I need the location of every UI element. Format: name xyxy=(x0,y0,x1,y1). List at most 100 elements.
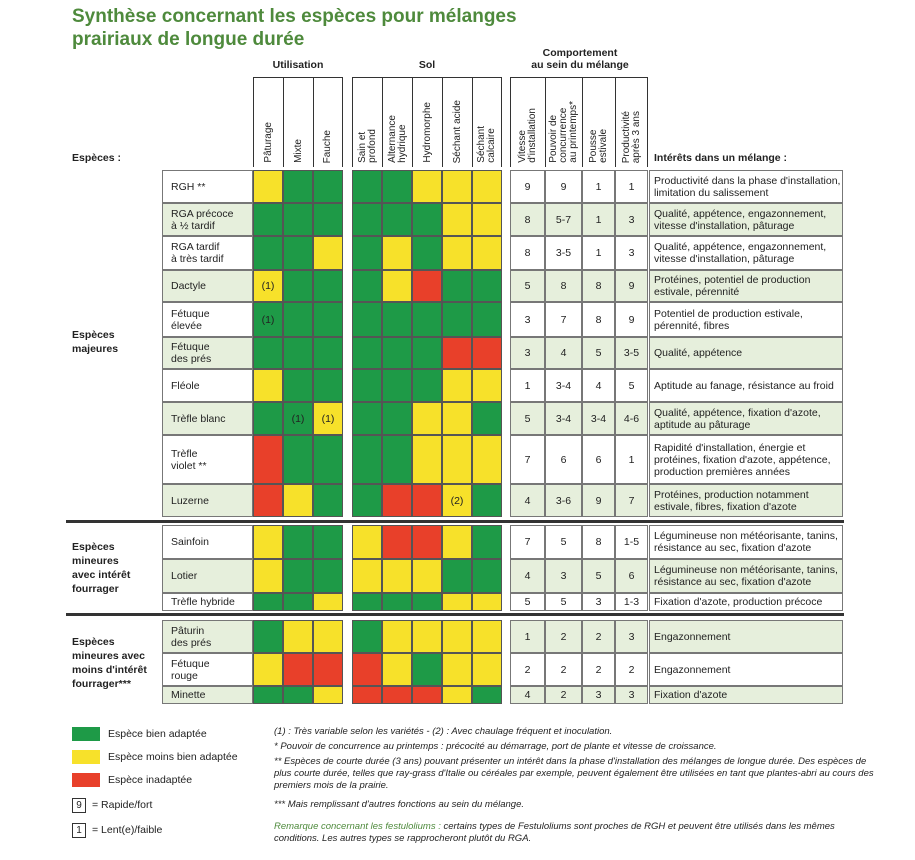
sol-cell xyxy=(352,593,382,611)
species-name: Minette xyxy=(162,686,253,704)
species-name: Fétuque des prés xyxy=(162,337,253,369)
note-1: (1) : Très variable selon les variétés -… xyxy=(274,726,613,737)
sol-cell xyxy=(412,435,442,484)
sol-cell xyxy=(412,559,442,593)
util-header-label: Pâturage xyxy=(262,122,274,163)
sol-cell xyxy=(352,369,382,402)
remark-text: certains types de Festuloliums sont proc… xyxy=(274,821,835,844)
util-cell xyxy=(253,203,283,236)
sol-cell xyxy=(442,337,472,369)
sol-header-label: Séchant acide xyxy=(451,99,463,163)
sol-cell xyxy=(412,620,442,653)
species-name: Dactyle xyxy=(162,270,253,302)
interet-text: Potentiel de production estivale, pérenn… xyxy=(649,302,843,337)
comp-value: 6 xyxy=(545,435,582,484)
remark-lead: Remarque concernant les festuloliums : xyxy=(274,821,441,832)
util-cell xyxy=(313,559,343,593)
sol-cell xyxy=(472,203,502,236)
interet-text: Qualité, appétence, engazonnement, vites… xyxy=(649,203,843,236)
sol-cell xyxy=(472,435,502,484)
util-cell xyxy=(313,620,343,653)
interet-text: Fixation d'azote xyxy=(649,686,843,704)
util-cell xyxy=(283,270,313,302)
comp-value: 5-7 xyxy=(545,203,582,236)
sol-cell xyxy=(382,270,412,302)
comp-value: 8 xyxy=(582,270,615,302)
sol-cell xyxy=(412,653,442,686)
sol-cell xyxy=(442,302,472,337)
comp-value: 9 xyxy=(545,170,582,203)
util-cell xyxy=(283,559,313,593)
sol-cell xyxy=(442,369,472,402)
util-header-2: Fauche xyxy=(313,77,343,167)
util-cell xyxy=(253,653,283,686)
comp-value: 2 xyxy=(545,620,582,653)
sol-cell xyxy=(382,236,412,270)
sol-cell xyxy=(472,337,502,369)
util-cell xyxy=(253,402,283,435)
sol-cell xyxy=(352,302,382,337)
comp-value: 3 xyxy=(615,203,648,236)
sol-header-1: Alternance hydrique xyxy=(382,77,412,167)
sol-cell xyxy=(382,484,412,517)
comp-header-label: Pouvoir de concurrence au printemps* xyxy=(548,101,579,163)
comp-header-label: Pousse estivale xyxy=(588,129,609,163)
legend-slow-box: 1 xyxy=(72,823,86,838)
util-cell xyxy=(283,525,313,559)
comp-value: 9 xyxy=(582,484,615,517)
util-header-1: Mixte xyxy=(283,77,313,167)
note-2: * Pouvoir de concurrence au printemps : … xyxy=(274,741,717,752)
sol-cell xyxy=(412,525,442,559)
species-name: RGH ** xyxy=(162,170,253,203)
sol-header-0: Sain et profond xyxy=(352,77,382,167)
comp-value: 1-3 xyxy=(615,593,648,611)
comp-value: 4-6 xyxy=(615,402,648,435)
interet-text: Légumineuse non météorisante, tanins, ré… xyxy=(649,525,843,559)
comp-value: 4 xyxy=(510,484,545,517)
legend-yellow-swatch xyxy=(72,750,100,764)
util-cell xyxy=(283,302,313,337)
sol-cell xyxy=(472,686,502,704)
species-name: Fléole xyxy=(162,369,253,402)
sol-header-label: Séchant calcaire xyxy=(476,126,497,163)
util-header-label: Mixte xyxy=(292,139,304,163)
interet-text: Engazonnement xyxy=(649,653,843,686)
legend-red-label: Espèce inadaptée xyxy=(108,774,193,786)
note-remark: Remarque concernant les festuloliums : c… xyxy=(274,821,874,845)
util-cell xyxy=(313,203,343,236)
comp-value: 3-6 xyxy=(545,484,582,517)
interet-text: Productivité dans la phase d'installatio… xyxy=(649,170,843,203)
sol-cell xyxy=(382,369,412,402)
sol-cell xyxy=(382,203,412,236)
util-cell xyxy=(283,170,313,203)
interet-text: Rapidité d'installation, énergie et prot… xyxy=(649,435,843,484)
sol-cell xyxy=(382,337,412,369)
group-sol: Sol xyxy=(418,59,436,71)
interet-text: Protéines, potentiel de production estiv… xyxy=(649,270,843,302)
sol-header-label: Sain et profond xyxy=(356,129,378,163)
sol-cell xyxy=(352,653,382,686)
util-cell xyxy=(313,653,343,686)
sol-cell xyxy=(352,270,382,302)
sol-header-label: Alternance hydrique xyxy=(386,115,408,163)
sol-cell xyxy=(352,236,382,270)
comp-value: 3 xyxy=(545,559,582,593)
comp-value: 1 xyxy=(510,369,545,402)
legend-fast-label: = Rapide/fort xyxy=(92,799,153,811)
species-name: Fétuque rouge xyxy=(162,653,253,686)
interet-text: Protéines, production notamment estivale… xyxy=(649,484,843,517)
comp-value: 5 xyxy=(582,337,615,369)
sol-cell xyxy=(412,402,442,435)
util-cell xyxy=(283,620,313,653)
sol-cell xyxy=(412,686,442,704)
comp-value: 4 xyxy=(582,369,615,402)
util-cell xyxy=(253,170,283,203)
comp-value: 7 xyxy=(615,484,648,517)
sol-cell xyxy=(382,620,412,653)
comp-value: 2 xyxy=(545,653,582,686)
sol-cell xyxy=(472,402,502,435)
util-cell xyxy=(253,337,283,369)
comp-value: 3-4 xyxy=(545,402,582,435)
comp-value: 7 xyxy=(510,435,545,484)
sol-cell xyxy=(442,620,472,653)
